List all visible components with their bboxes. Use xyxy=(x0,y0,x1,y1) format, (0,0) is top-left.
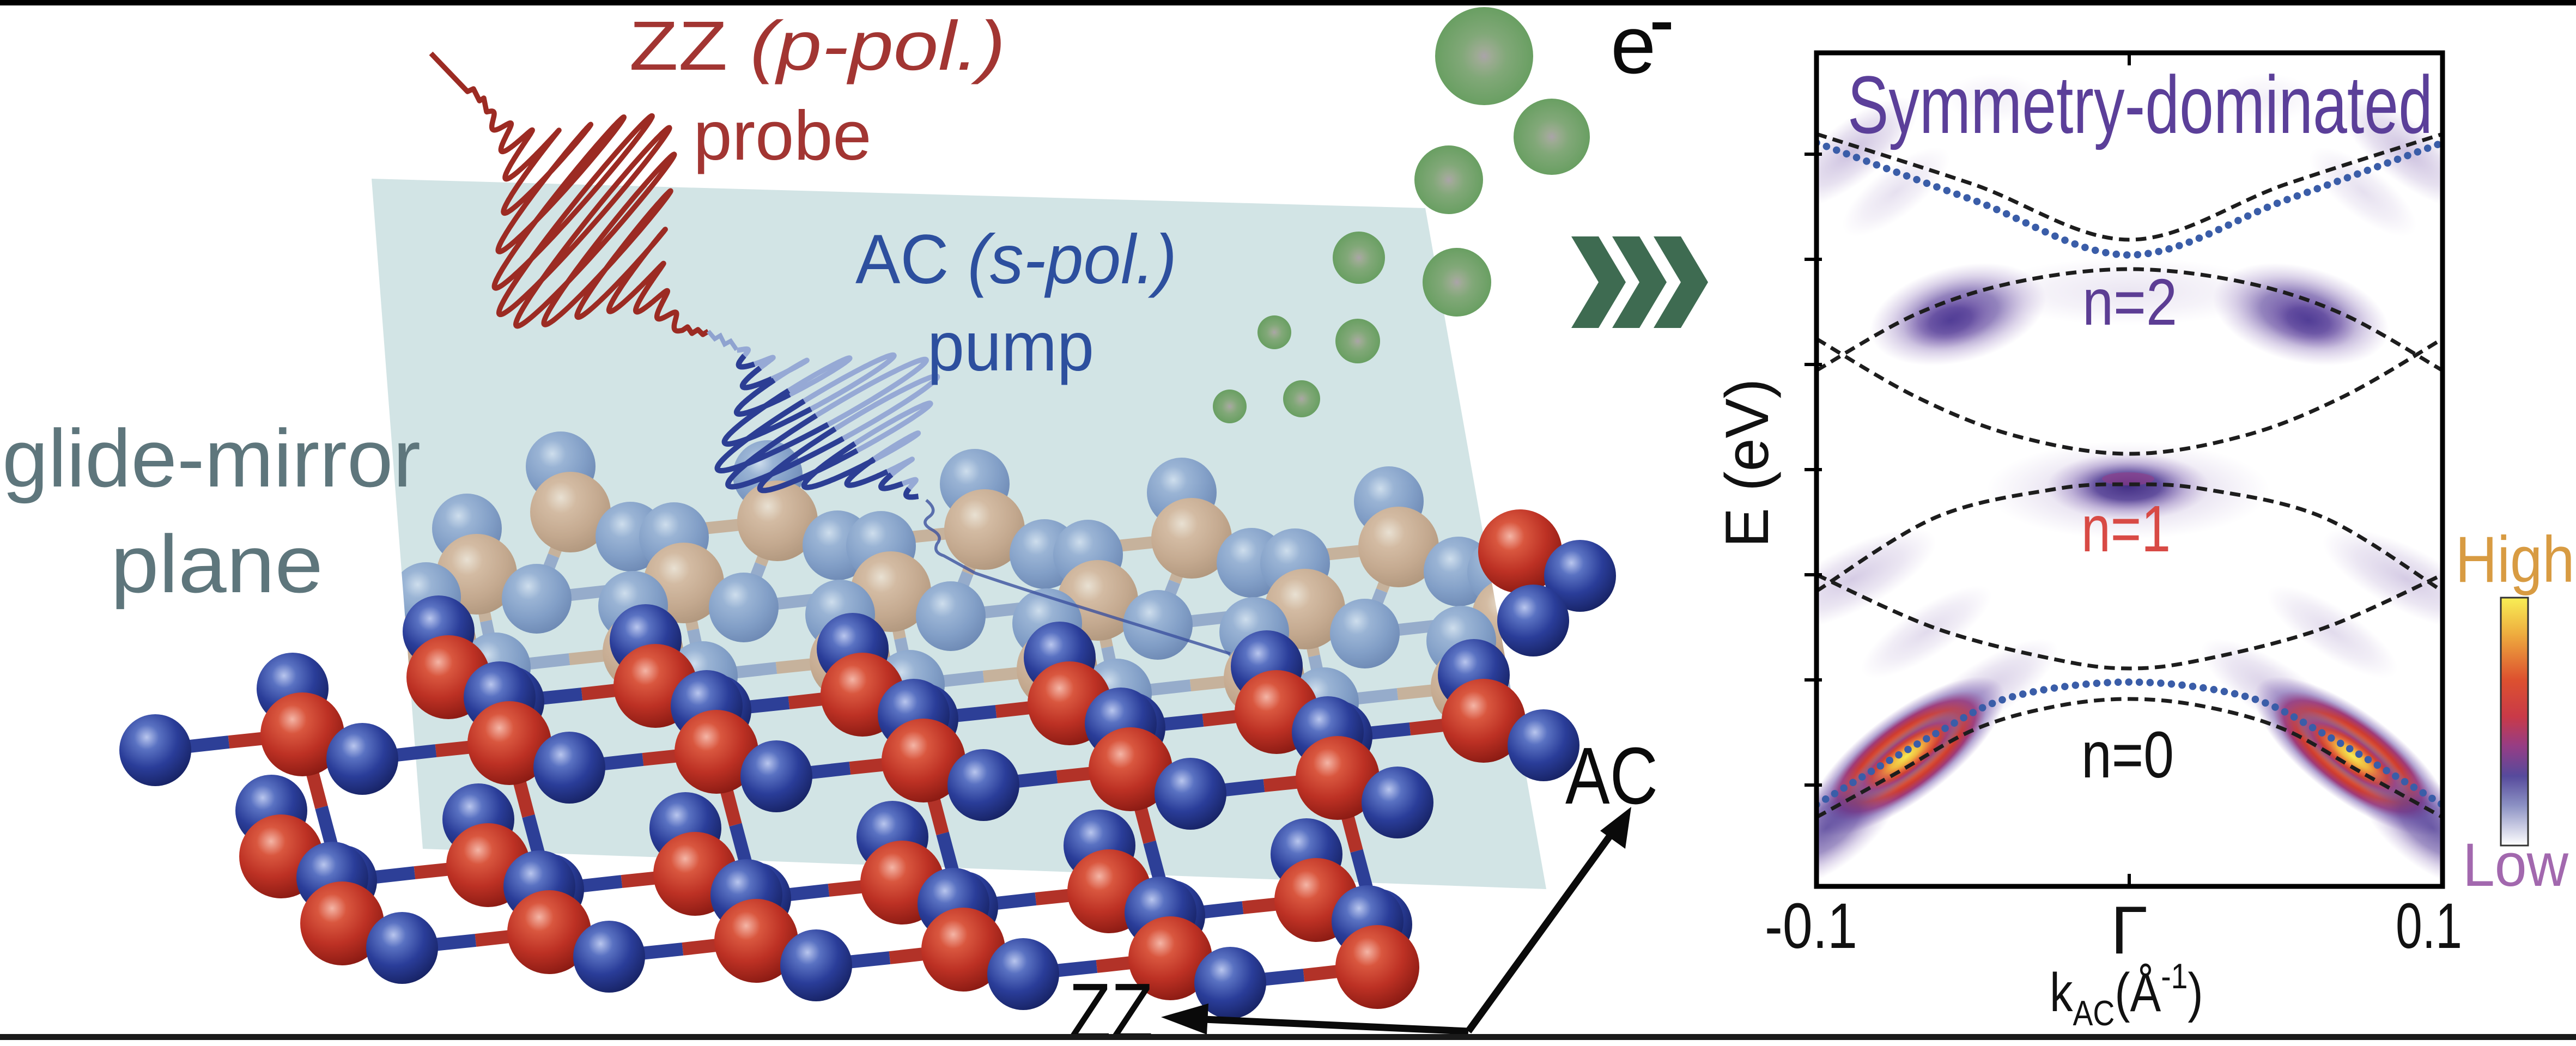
svg-text:n=0: n=0 xyxy=(2081,717,2174,792)
svg-text:Low: Low xyxy=(2463,831,2569,899)
svg-text:AC: AC xyxy=(1565,731,1658,821)
svg-text:Γ: Γ xyxy=(2111,893,2148,968)
svg-text:plane: plane xyxy=(111,518,323,610)
svg-text:0.1: 0.1 xyxy=(2396,890,2462,962)
svg-text:Symmetry-dominated: Symmetry-dominated xyxy=(1848,59,2433,150)
svg-text:ZZ: ZZ xyxy=(1069,967,1153,1046)
svg-text:-0.1: -0.1 xyxy=(1765,890,1857,962)
svg-text:ZZ (p-pol.): ZZ (p-pol.) xyxy=(629,7,1006,85)
svg-text:n=2: n=2 xyxy=(2082,265,2177,339)
svg-text:probe: probe xyxy=(694,97,872,175)
svg-text:n=1: n=1 xyxy=(2081,491,2171,565)
svg-text:AC (s-pol.): AC (s-pol.) xyxy=(855,221,1177,299)
svg-text:glide-mirror: glide-mirror xyxy=(2,412,421,504)
svg-text:High: High xyxy=(2456,523,2575,596)
svg-text:e: e xyxy=(1611,0,1656,90)
svg-text:E (eV): E (eV) xyxy=(1713,379,1781,548)
svg-text:pump: pump xyxy=(927,308,1094,386)
